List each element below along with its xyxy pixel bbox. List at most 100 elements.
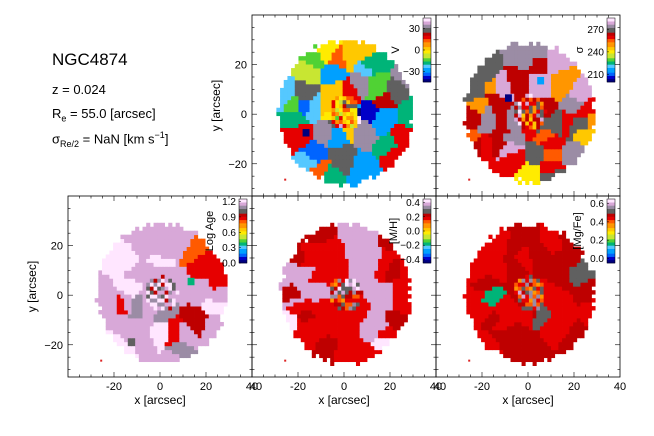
map-bin xyxy=(355,246,361,251)
map-bin xyxy=(142,341,147,347)
map-bin xyxy=(342,127,347,132)
map-bin xyxy=(116,341,121,347)
map-bin xyxy=(160,306,165,311)
map-bin xyxy=(528,337,533,343)
map-bin xyxy=(149,337,154,343)
map-bin xyxy=(153,222,158,228)
map-bin xyxy=(352,290,357,295)
map-bin xyxy=(536,357,541,363)
map-bin xyxy=(510,290,515,295)
map-bin xyxy=(488,156,493,162)
map-bin xyxy=(113,310,118,315)
map-bin xyxy=(298,68,303,73)
map-bin xyxy=(551,57,556,63)
map-bin xyxy=(528,93,533,98)
map-bin xyxy=(503,109,508,114)
map-bin xyxy=(127,242,132,247)
map-bin xyxy=(517,357,522,363)
map-bin xyxy=(342,135,347,140)
map-bin xyxy=(521,61,526,66)
map-bin xyxy=(309,83,314,89)
map-bin xyxy=(171,298,177,303)
map-bin xyxy=(346,64,351,69)
map-bin xyxy=(324,95,329,101)
map-bin xyxy=(320,103,325,109)
map-bin xyxy=(304,310,309,315)
colorbar-segment xyxy=(423,66,431,68)
map-bin xyxy=(551,69,556,74)
map-bin xyxy=(300,337,305,343)
map-bin xyxy=(565,341,570,347)
map-bin xyxy=(547,317,552,323)
map-bin xyxy=(375,143,380,148)
map-bin xyxy=(135,306,140,311)
map-bin xyxy=(208,306,213,311)
map-bin xyxy=(186,302,191,307)
map-bin xyxy=(495,329,500,335)
map-bin xyxy=(157,254,162,259)
map-bin xyxy=(359,266,364,271)
re-value: = 55.0 [arcsec] xyxy=(66,106,156,121)
map-bin xyxy=(352,341,357,347)
map-bin xyxy=(569,314,574,319)
map-bin xyxy=(330,230,335,236)
map-bin xyxy=(470,113,475,118)
map-bin xyxy=(547,89,552,94)
map-bin xyxy=(510,144,515,150)
map-bin xyxy=(324,72,329,77)
map-bin xyxy=(397,139,402,144)
map-bin xyxy=(344,254,349,259)
map-bin xyxy=(355,333,361,339)
map-bin xyxy=(346,159,351,164)
map-bin xyxy=(521,65,526,70)
map-bin xyxy=(127,302,132,307)
map-bin xyxy=(319,333,324,339)
map-bin xyxy=(383,99,388,105)
map-bin xyxy=(488,77,493,82)
map-bin xyxy=(525,144,530,150)
map-bin xyxy=(109,298,114,303)
map-bin xyxy=(554,168,559,174)
map-bin xyxy=(160,329,165,335)
map-bin xyxy=(212,314,217,319)
map-bin xyxy=(576,89,581,94)
map-bin xyxy=(352,345,357,351)
map-bin xyxy=(353,155,358,160)
map-bin xyxy=(294,159,299,164)
map-bin xyxy=(521,105,526,110)
map-bin xyxy=(349,60,355,65)
map-bin xyxy=(297,310,302,315)
map-bin xyxy=(297,278,302,283)
map-bin xyxy=(113,294,118,299)
map-bin xyxy=(536,152,541,158)
map-bin xyxy=(337,262,342,267)
map-bin xyxy=(120,325,125,331)
map-bin xyxy=(109,266,114,271)
map-bin xyxy=(341,294,346,299)
map-bin xyxy=(359,294,364,299)
map-bin xyxy=(525,345,530,351)
map-bin xyxy=(124,266,129,271)
map-bin xyxy=(488,89,493,94)
x-tick-label: 0 xyxy=(157,381,163,393)
map-bin xyxy=(528,57,533,63)
map-bin xyxy=(352,286,357,291)
map-bin xyxy=(481,152,486,158)
map-bin xyxy=(400,294,405,299)
map-bin xyxy=(304,302,309,307)
map-bin xyxy=(330,238,335,244)
map-bin xyxy=(287,139,292,144)
map-bin xyxy=(183,325,188,331)
colorbar-segment xyxy=(607,51,615,54)
map-bin xyxy=(324,103,329,109)
colorbar-segment xyxy=(607,78,615,81)
map-bin xyxy=(361,111,366,117)
map-bin xyxy=(344,230,349,236)
map-bin xyxy=(477,81,482,86)
map-bin xyxy=(186,262,191,267)
map-bin xyxy=(576,109,581,114)
map-bin xyxy=(517,180,522,185)
map-bin xyxy=(138,317,143,323)
map-bin xyxy=(499,121,504,126)
map-bin xyxy=(135,337,140,343)
